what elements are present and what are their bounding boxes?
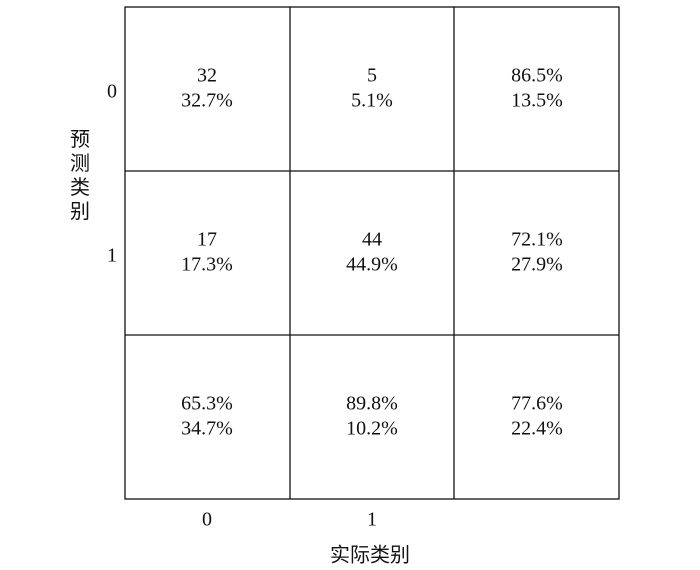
cell-text: 89.8% <box>346 393 398 415</box>
cell-text: 44 <box>362 229 382 251</box>
cell-text: 32 <box>197 65 217 87</box>
row-label: 1 <box>107 245 117 267</box>
col-label: 0 <box>202 509 212 531</box>
grid-border <box>124 6 620 500</box>
cell-text: 34.7% <box>181 418 233 440</box>
cell-text: 27.9% <box>511 254 563 276</box>
cell-text: 72.1% <box>511 229 563 251</box>
y-axis-label: 预测类别 <box>70 127 90 223</box>
cell-text: 17 <box>197 229 217 251</box>
row-label: 0 <box>107 81 117 103</box>
cell-text: 32.7% <box>181 90 233 112</box>
cell-text: 10.2% <box>346 418 398 440</box>
cell-text: 44.9% <box>346 254 398 276</box>
cell-text: 77.6% <box>511 393 563 415</box>
x-axis-label: 实际类别 <box>330 543 410 567</box>
cell-text: 5.1% <box>351 90 393 112</box>
col-label: 1 <box>367 509 377 531</box>
cell-text: 65.3% <box>181 393 233 415</box>
cell-text: 22.4% <box>511 418 563 440</box>
cell-text: 86.5% <box>511 65 563 87</box>
cell-text: 17.3% <box>181 254 233 276</box>
cell-text: 13.5% <box>511 90 563 112</box>
cell-text: 5 <box>367 65 377 87</box>
